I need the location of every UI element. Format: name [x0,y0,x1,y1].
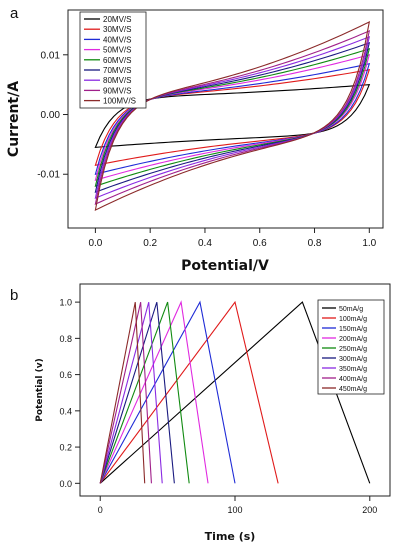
gcd-y-tick-label: 0.6 [59,370,72,380]
panel-label-a: a [10,5,19,22]
gcd-y-axis-title: Potential (v) [35,358,45,421]
cv-y-tick-label: 0.00 [41,110,61,121]
panel-label-b: b [10,287,18,304]
gcd-legend-label: 300mA/g [339,356,367,363]
cv-x-axis-title: Potential/V [181,258,269,274]
cv-series-curve [94,41,371,194]
cv-series-curve [94,35,371,200]
gcd-legend-label: 50mA/g [339,306,363,313]
gcd-series-line [99,301,371,484]
cv-legend-label: 30MV/S [103,25,131,34]
gcd-y-tick-label: 1.0 [59,298,72,308]
gcd-y-tick-label: 0.8 [59,334,72,344]
gcd-series-line [99,300,236,484]
gcd-legend-label: 200mA/g [339,336,367,343]
gcd-legend-label: 250mA/g [339,346,367,353]
cv-y-tick-label: 0.01 [41,50,61,61]
gcd-series-line [99,300,209,484]
gcd-series-line [99,300,279,484]
gcd-x-tick-label: 100 [227,505,242,515]
gcd-legend-label: 400mA/g [339,376,367,383]
cv-series-curve [94,54,371,182]
cv-chart-panel: a 0.0 0.2 0.4 0.6 0.8 1.0 -0.01 0.00 0.01 Poten… [6,5,384,274]
gcd-x-tick-label: 0 [98,505,103,515]
cv-series-curve [94,29,371,206]
cv-y-ticks: -0.01 0.00 0.01 [37,50,68,181]
gcd-curves [99,300,371,484]
gcd-legend: 50mA/g 100mA/g 150mA/g 200mA/g 250mA/g 300mA/… [317,299,385,395]
cv-y-axis-title: Current/A [6,81,22,157]
cv-series-curve [94,20,371,212]
gcd-series-line [99,302,146,484]
gcd-x-axis-title: Time (s) [205,530,256,543]
gcd-legend-label: 450mA/g [339,386,367,393]
cv-legend-label: 60MV/S [103,56,131,65]
gcd-y-ticks: 0.0 0.2 0.4 0.6 0.8 1.0 [59,298,80,489]
cv-y-tick-label: -0.01 [37,170,60,181]
cv-x-ticks: 0.0 0.2 0.4 0.6 0.8 1.0 [88,228,377,249]
cv-x-tick-label: 0.4 [198,238,212,249]
cv-plot-frame [67,9,384,229]
gcd-series-line [99,301,190,484]
gcd-y-tick-label: 0.4 [59,406,72,416]
cv-series-curve [94,84,371,148]
cv-legend-label: 50MV/S [103,46,131,55]
cv-series-curve [94,63,371,176]
gcd-legend-label: 100mA/g [339,316,367,323]
cv-curves [94,20,371,212]
cv-legend-label: 90MV/S [103,86,131,95]
gcd-series-line [99,301,175,484]
gcd-legend-label: 150mA/g [339,326,367,333]
gcd-y-tick-label: 0.2 [59,443,72,453]
cv-series-curve [94,48,371,188]
gcd-legend-label: 350mA/g [339,366,367,373]
cv-legend-label: 100MV/S [103,97,136,106]
gcd-series-line [99,301,163,484]
cv-x-tick-label: 1.0 [362,238,376,249]
cv-legend-label: 40MV/S [103,35,131,44]
cv-x-tick-label: 0.6 [253,238,267,249]
cv-legend-label: 70MV/S [103,66,131,75]
cv-legend-label: 80MV/S [103,76,131,85]
cv-legend-label: 20MV/S [103,15,131,24]
cv-series-curve [94,69,371,167]
gcd-x-ticks: 0 100 200 [98,496,377,515]
gcd-x-tick-label: 200 [362,505,377,515]
gcd-series-line [99,302,152,484]
cv-x-tick-label: 0.0 [88,238,102,249]
gcd-chart-panel: b 0 100 200 0.0 0.2 0.4 0.6 0.8 1.0 Time (s) Po… [10,283,391,543]
cv-x-tick-label: 0.8 [308,238,322,249]
gcd-y-tick-label: 0.0 [59,479,72,489]
cv-x-tick-label: 0.2 [143,238,157,249]
